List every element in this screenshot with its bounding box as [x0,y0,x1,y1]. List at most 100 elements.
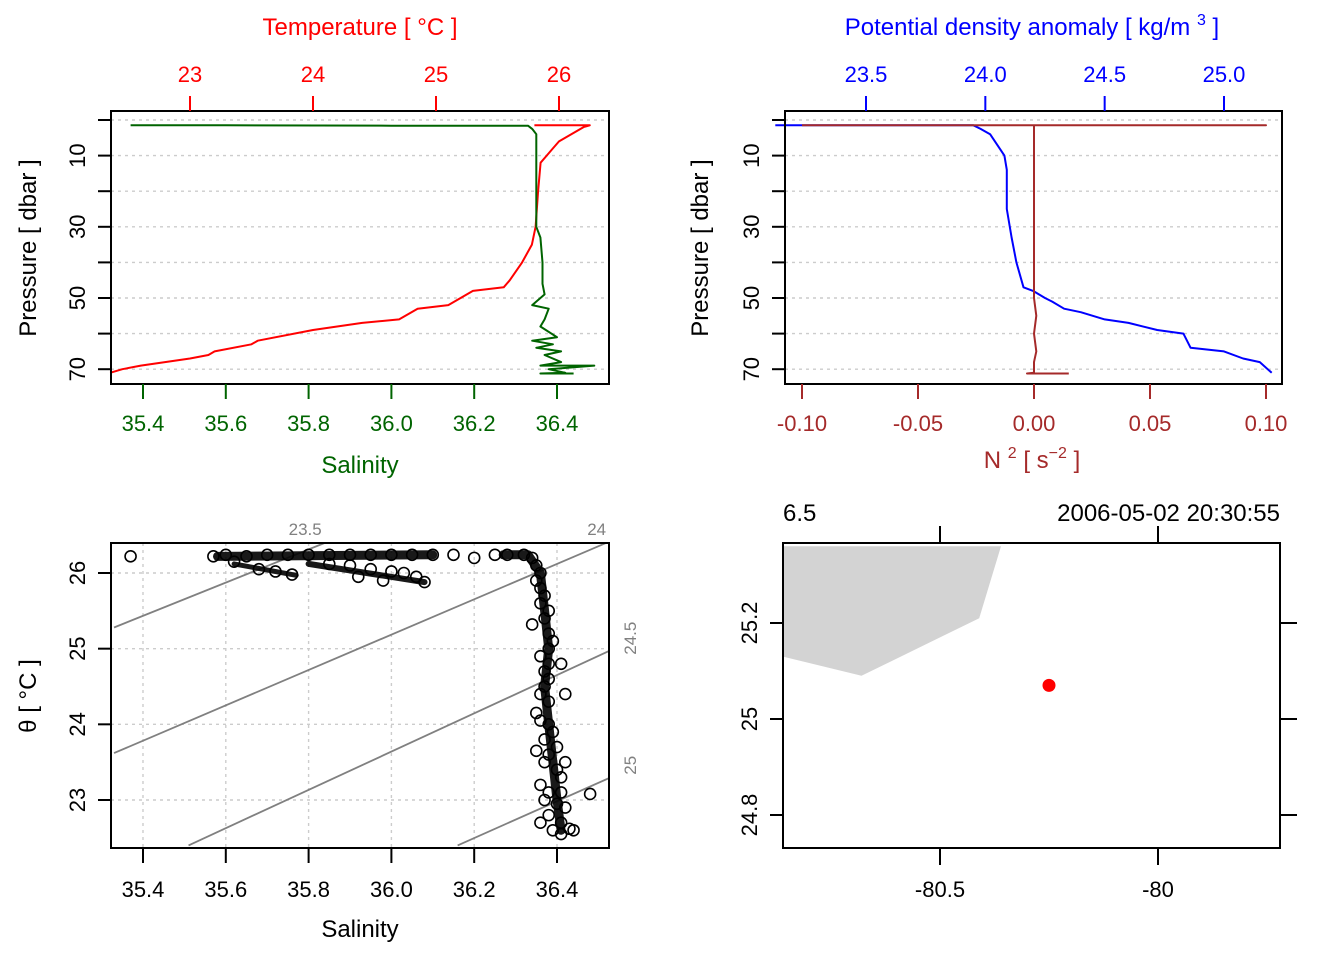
data-point [542,808,556,822]
y-tick-label: 24 [65,712,90,736]
y-tick-label: 30 [65,215,90,239]
data-point [538,793,551,807]
series-group [775,124,1273,375]
station-marker [1042,678,1056,692]
bottom-axis-title: N 2 [ s−2 ] [984,445,1081,474]
point-cluster [213,550,438,561]
y-tick-label: 10 [739,143,764,167]
y-tick-label: 26 [65,561,90,585]
x-tick-label: 0.10 [1245,411,1288,436]
data-point [558,687,572,701]
station [1042,678,1056,692]
x-tick-label: 36.4 [536,411,579,436]
top-axis-title: Temperature [ °C ] [263,14,458,41]
y-tick-label: 30 [739,215,764,239]
panel-ts-profile: 10 30 50 70 35.4 35.6 35.8 36.0 36.2 36.4 23 24 25 26… [15,14,610,479]
data-point [583,787,597,801]
x-tick-label: 36.0 [370,877,413,902]
density-line [775,124,1273,374]
isopycnal-labels: 23.5 24 24.5 25 [289,520,640,775]
y-tick-label: 25 [737,707,762,731]
isopycnal-label: 24 [587,520,606,539]
panel-station-map: -80.5 -80 24.8 25 25.2 6.5 2006-05-02 20:30:… [737,500,1297,902]
bottom-axis-title: Salinity [321,452,398,479]
land [783,546,1001,676]
data-point [534,816,547,830]
superscript: 2 [1008,445,1017,462]
x-tick-label: 0.00 [1013,411,1056,436]
data-point [567,823,580,837]
point-cluster [305,560,428,586]
plot-frame [110,110,610,385]
x-tick-label: 35.8 [287,411,330,436]
series-group [109,124,596,375]
data-point [124,550,137,563]
x-tick-label: 36.2 [453,411,496,436]
y-tick-label: 23 [65,788,90,812]
isopycnal-line [113,543,608,754]
isopycnal-label: 23.5 [289,520,322,539]
axes: 10 30 50 70 -0.10 -0.05 0.00 0.05 0.10 23.5 24.0 24… [739,62,1287,436]
y-axis-title: θ [ °C ] [15,659,42,733]
x-tick-label: 35.4 [122,411,165,436]
x-tick-label: 0.05 [1129,411,1172,436]
superscript: 3 [1197,12,1206,29]
y-tick-label: 50 [65,286,90,310]
data-point [534,778,547,792]
x-tick-label: 35.6 [204,411,247,436]
y-tick-label: 50 [739,286,764,310]
x-tick-label: -80 [1142,877,1174,902]
y-tick-label: 70 [739,357,764,381]
x-tick-label: 36.0 [370,411,413,436]
x-tick-label: 35.8 [287,877,330,902]
temperature-line [109,124,591,374]
panel-density-profile: 10 30 50 70 -0.10 -0.05 0.00 0.05 0.10 23.5 24.0 24… [687,12,1287,474]
points [124,548,597,841]
top-axis-title-main: Potential density anomaly [ kg/m [845,14,1191,41]
isopycnal-label: 25 [621,756,640,775]
x-tick-label: 36.2 [453,877,496,902]
top-tick-label: 25.0 [1203,62,1246,87]
axes: 10 30 50 70 35.4 35.6 35.8 36.0 36.2 36.4 23 24 25 26 [65,62,578,436]
x-tick-label: -0.10 [777,411,827,436]
top-tick-label: 26 [547,62,571,87]
y-axis-title: Pressure [ dbar ] [687,159,714,336]
y-tick-label: 24.8 [737,794,762,837]
y-tick-label: 25.2 [737,602,762,645]
bottom-axis-title-main: N [984,447,1001,474]
data-point [558,755,572,769]
plot-frame [110,542,610,849]
x-tick-label: -80.5 [915,877,965,902]
top-tick-label: 25 [424,62,448,87]
plot-frame [782,542,1281,849]
superscript: −2 [1049,445,1067,462]
panel-ts-diagram: 23.5 24 24.5 25 35.4 35.6 35.8 36.0 36.2 36.4 23 2… [15,520,640,943]
data-point [554,657,568,671]
grid [111,543,609,848]
point-cluster [498,550,566,835]
x-tick-label: -0.05 [893,411,943,436]
salinity-line [130,124,596,375]
grid [785,119,1282,370]
top-tick-label: 24.5 [1083,62,1126,87]
x-tick-label: 36.4 [536,877,579,902]
title-rest: ] [1206,14,1219,41]
isopycnal-line [457,777,609,847]
top-tick-label: 23 [178,62,202,87]
y-axis-title: Pressure [ dbar ] [15,159,42,336]
data-point [529,744,543,758]
map-top-label-right: 2006-05-02 20:30:55 [1057,500,1280,527]
point-cluster [231,561,299,578]
data-point [447,548,460,562]
n2-line [802,124,1267,375]
top-tick-label: 24 [301,62,325,87]
top-tick-label: 23.5 [845,62,888,87]
axes: -80.5 -80 24.8 25 25.2 [737,526,1297,902]
y-tick-label: 70 [65,357,90,381]
data-point [525,618,539,631]
land-polygon [783,546,1001,676]
data-point [529,706,543,720]
x-tick-label: 35.4 [122,877,165,902]
axes: 35.4 35.6 35.8 36.0 36.2 36.4 23 24 25 26 [65,561,578,902]
